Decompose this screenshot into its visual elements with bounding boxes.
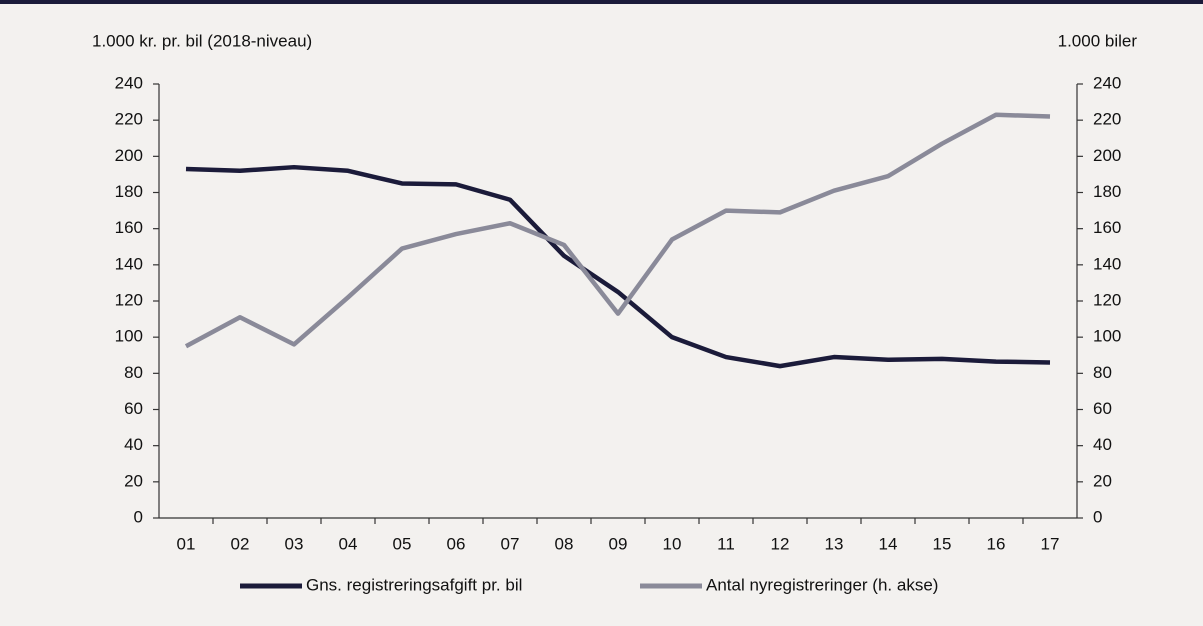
- y-tick-label: 80: [124, 363, 143, 382]
- x-tick-label: 11: [717, 534, 735, 553]
- x-tick-label: 06: [447, 534, 466, 553]
- y2-tick-label: 100: [1093, 327, 1121, 346]
- y-tick-label: 160: [115, 218, 143, 237]
- x-tick-label: 03: [285, 534, 304, 553]
- x-tick-label: 17: [1041, 534, 1060, 553]
- y2-tick-label: 20: [1093, 471, 1112, 490]
- top-border: [0, 0, 1203, 4]
- y2-tick-label: 180: [1093, 182, 1121, 201]
- y-tick-label: 0: [134, 507, 143, 526]
- y2-tick-label: 220: [1093, 110, 1121, 129]
- y-tick-label: 140: [115, 254, 143, 273]
- x-tick-label: 15: [933, 534, 952, 553]
- y-axis-label: 1.000 kr. pr. bil (2018-niveau): [92, 31, 312, 50]
- y-tick-label: 20: [124, 471, 143, 490]
- y-tick-label: 60: [124, 399, 143, 418]
- x-tick-label: 08: [555, 534, 574, 553]
- y2-tick-label: 0: [1093, 507, 1102, 526]
- y2-axis-label: 1.000 biler: [1058, 31, 1138, 50]
- y2-tick-label: 200: [1093, 146, 1121, 165]
- y2-tick-label: 160: [1093, 218, 1121, 237]
- y-tick-label: 180: [115, 182, 143, 201]
- y2-tick-label: 60: [1093, 399, 1112, 418]
- x-tick-label: 04: [339, 534, 358, 553]
- line-series: [184, 112, 1051, 349]
- x-tick-label: 07: [501, 534, 520, 553]
- y2-tick-label: 80: [1093, 363, 1112, 382]
- y2-tick-label: 140: [1093, 254, 1121, 273]
- y2-tick-label: 120: [1093, 290, 1121, 309]
- legend-label: Antal nyregistreringer (h. akse): [706, 575, 938, 594]
- x-tick-label: 13: [825, 534, 844, 553]
- y-tick-label: 40: [124, 435, 143, 454]
- x-tick-label: 14: [879, 534, 898, 553]
- y-tick-label: 220: [115, 110, 143, 129]
- x-tick-label: 16: [987, 534, 1006, 553]
- x-tick-label: 10: [663, 534, 682, 553]
- y-tick-label: 240: [115, 73, 143, 92]
- x-tick-label: 01: [177, 534, 196, 553]
- y2-tick-label: 240: [1093, 73, 1121, 92]
- y-tick-label: 100: [115, 327, 143, 346]
- y2-tick-label: 40: [1093, 435, 1112, 454]
- y-tick-label: 200: [115, 146, 143, 165]
- x-tick-label: 02: [231, 534, 250, 553]
- y-tick-label: 120: [115, 290, 143, 309]
- x-tick-label: 05: [393, 534, 412, 553]
- x-tick-label: 09: [609, 534, 628, 553]
- legend-label: Gns. registreringsafgift pr. bil: [306, 575, 522, 594]
- line-series: [185, 164, 1051, 369]
- x-tick-label: 12: [771, 534, 790, 553]
